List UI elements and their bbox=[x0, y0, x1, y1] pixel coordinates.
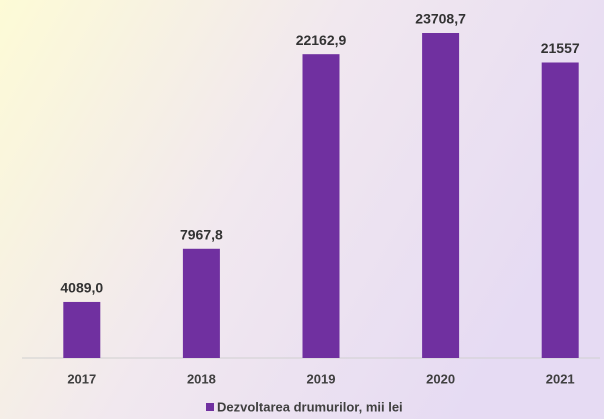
bar bbox=[63, 301, 101, 358]
bar bbox=[302, 54, 340, 358]
value-label: 22162,9 bbox=[296, 32, 347, 48]
x-tick-label: 2020 bbox=[426, 371, 455, 386]
value-label: 21557 bbox=[541, 40, 580, 56]
bar bbox=[182, 248, 220, 358]
value-label: 4089,0 bbox=[60, 280, 103, 296]
legend-label: Dezvoltarea drumurilor, mii lei bbox=[217, 399, 403, 414]
x-tick-label: 2021 bbox=[546, 371, 575, 386]
value-label: 7967,8 bbox=[180, 226, 223, 242]
x-tick-label: 2019 bbox=[307, 371, 336, 386]
bar bbox=[422, 33, 460, 359]
legend-swatch bbox=[206, 403, 214, 411]
bar bbox=[541, 62, 579, 358]
x-tick-label: 2018 bbox=[187, 371, 216, 386]
x-tick-label: 2017 bbox=[67, 371, 96, 386]
value-label: 23708,7 bbox=[415, 11, 466, 27]
